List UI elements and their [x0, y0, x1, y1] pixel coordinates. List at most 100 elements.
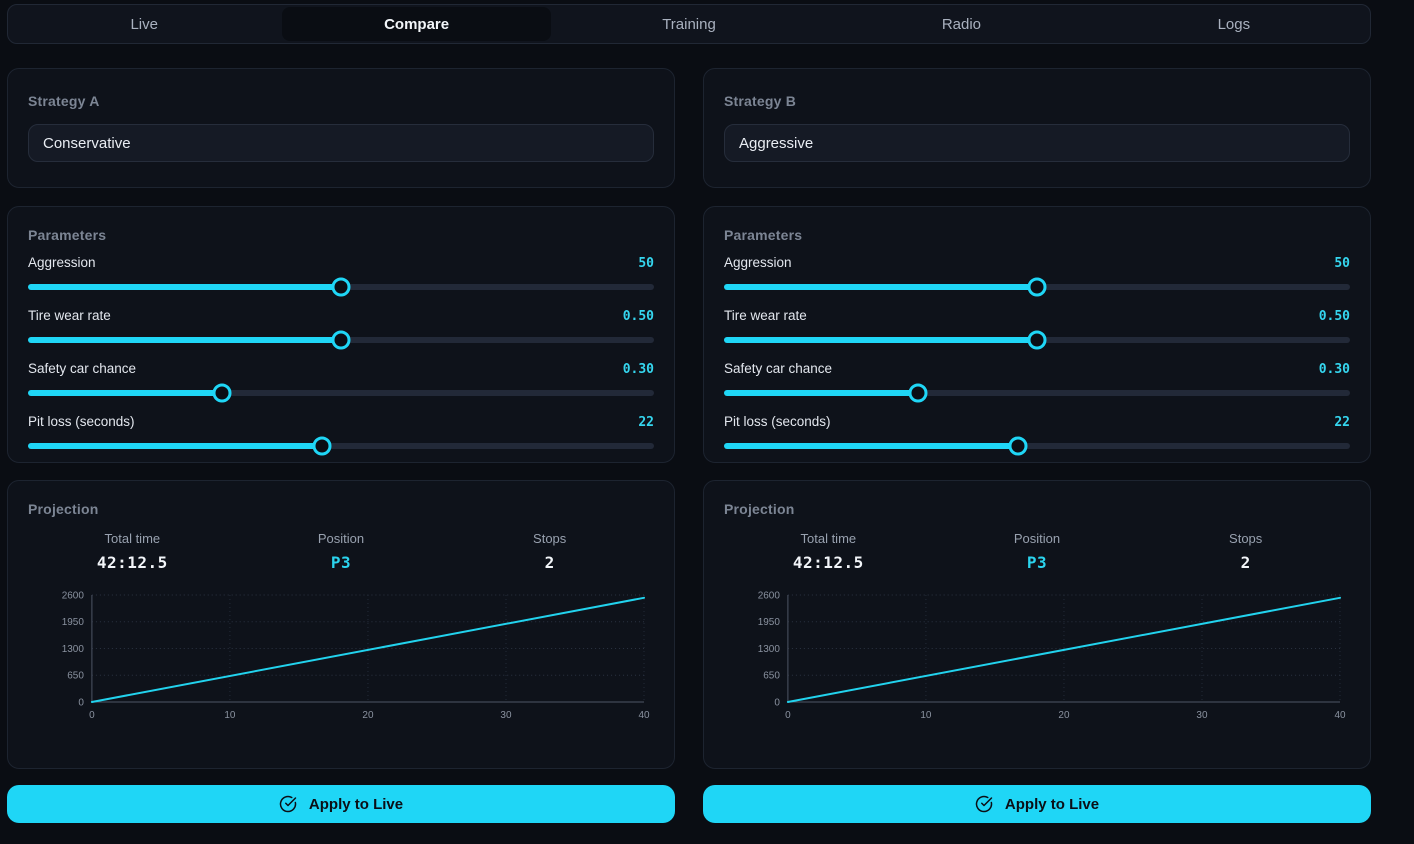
slider-thumb[interactable] — [908, 383, 928, 403]
param-value: 0.30 — [622, 362, 654, 377]
stat-value: 2 — [544, 553, 555, 572]
stat-value: 2 — [1240, 553, 1251, 572]
stat-stops: Stops 2 — [445, 531, 654, 572]
apply-button-label: Apply to Live — [308, 795, 404, 813]
slider-thumb[interactable] — [331, 277, 351, 297]
strategy-columns: Strategy A Parameters Aggression 50 Tire… — [7, 68, 1371, 823]
projection-b-title: Projection — [724, 501, 795, 517]
strategy-b-column: Strategy B Parameters Aggression 50 Tire… — [703, 68, 1371, 823]
safety-car-a-slider[interactable] — [28, 383, 654, 403]
slider-fill — [28, 390, 223, 396]
svg-text:650: 650 — [67, 671, 84, 682]
slider-fill — [724, 284, 1037, 290]
svg-text:650: 650 — [763, 671, 780, 682]
svg-text:1950: 1950 — [62, 617, 85, 628]
stat-value: P3 — [330, 553, 352, 572]
svg-text:10: 10 — [920, 710, 932, 721]
svg-text:30: 30 — [1196, 710, 1208, 721]
slider-fill — [724, 390, 919, 396]
svg-text:2600: 2600 — [62, 590, 85, 601]
strategy-a-name-input[interactable] — [28, 124, 654, 162]
param-a-pit-loss: Pit loss (seconds) 22 — [28, 414, 654, 456]
stat-value: P3 — [1026, 553, 1048, 572]
param-label: Safety car chance — [28, 361, 137, 376]
main-tabbar: Live Compare Training Radio Logs — [7, 4, 1371, 44]
stat-total-time: Total time 42:12.5 — [28, 531, 237, 572]
param-b-pit-loss: Pit loss (seconds) 22 — [724, 414, 1350, 456]
svg-text:0: 0 — [78, 697, 84, 708]
stat-label: Position — [1013, 531, 1061, 546]
param-label: Tire wear rate — [28, 308, 111, 323]
pit-loss-b-slider[interactable] — [724, 436, 1350, 456]
slider-fill — [724, 443, 1019, 449]
tab-live[interactable]: Live — [130, 15, 158, 33]
parameters-b-title: Parameters — [724, 227, 803, 243]
svg-text:40: 40 — [1334, 710, 1346, 721]
parameters-b-card: Parameters Aggression 50 Tire wear rate … — [703, 206, 1371, 463]
stat-value: 42:12.5 — [792, 553, 864, 572]
svg-text:1300: 1300 — [758, 644, 781, 655]
param-value: 50 — [638, 256, 654, 271]
svg-text:1950: 1950 — [758, 617, 781, 628]
svg-text:0: 0 — [785, 710, 791, 721]
tab-radio[interactable]: Radio — [941, 15, 982, 33]
tab-compare[interactable]: Compare — [282, 7, 551, 41]
stat-position: Position P3 — [933, 531, 1142, 572]
slider-fill — [28, 284, 341, 290]
slider-thumb[interactable] — [312, 436, 332, 456]
aggression-b-slider[interactable] — [724, 277, 1350, 297]
tire-wear-b-slider[interactable] — [724, 330, 1350, 350]
slider-thumb[interactable] — [331, 330, 351, 350]
strategy-a-column: Strategy A Parameters Aggression 50 Tire… — [7, 68, 675, 823]
param-b-aggression: Aggression 50 — [724, 255, 1350, 297]
slider-fill — [28, 443, 323, 449]
svg-text:1300: 1300 — [62, 644, 85, 655]
svg-text:10: 10 — [224, 710, 236, 721]
param-value: 0.50 — [622, 309, 654, 324]
svg-text:20: 20 — [362, 710, 374, 721]
check-circle-icon — [279, 795, 297, 813]
param-b-tire-wear: Tire wear rate 0.50 — [724, 308, 1350, 350]
strategy-a-card: Strategy A — [7, 68, 675, 188]
stat-stops: Stops 2 — [1141, 531, 1350, 572]
param-a-tire-wear: Tire wear rate 0.50 — [28, 308, 654, 350]
stat-label: Position — [317, 531, 365, 546]
svg-text:2600: 2600 — [758, 590, 781, 601]
param-value: 50 — [1334, 256, 1350, 271]
param-value: 0.30 — [1318, 362, 1350, 377]
parameters-a-title: Parameters — [28, 227, 107, 243]
projection-a-chart: 0 650 1300 1950 2600 0 10 20 30 40 — [62, 590, 650, 721]
param-value: 22 — [638, 415, 654, 430]
param-label: Safety car chance — [724, 361, 833, 376]
stat-total-time: Total time 42:12.5 — [724, 531, 933, 572]
projection-a-stats: Total time 42:12.5 Position P3 Stops 2 — [28, 531, 654, 572]
apply-to-live-b-button[interactable]: Apply to Live — [703, 785, 1371, 823]
slider-thumb[interactable] — [1027, 277, 1047, 297]
projection-b-stats: Total time 42:12.5 Position P3 Stops 2 — [724, 531, 1350, 572]
svg-text:0: 0 — [774, 697, 780, 708]
tab-training[interactable]: Training — [662, 15, 716, 33]
tire-wear-a-slider[interactable] — [28, 330, 654, 350]
slider-thumb[interactable] — [212, 383, 232, 403]
pit-loss-a-slider[interactable] — [28, 436, 654, 456]
param-value: 0.50 — [1318, 309, 1350, 324]
param-a-safety-car: Safety car chance 0.30 — [28, 361, 654, 403]
aggression-a-slider[interactable] — [28, 277, 654, 297]
check-circle-icon — [975, 795, 993, 813]
stat-position: Position P3 — [237, 531, 446, 572]
param-b-safety-car: Safety car chance 0.30 — [724, 361, 1350, 403]
svg-text:20: 20 — [1058, 710, 1070, 721]
stat-label: Total time — [104, 531, 161, 546]
slider-thumb[interactable] — [1027, 330, 1047, 350]
apply-to-live-a-button[interactable]: Apply to Live — [7, 785, 675, 823]
slider-fill — [28, 337, 341, 343]
safety-car-b-slider[interactable] — [724, 383, 1350, 403]
svg-text:40: 40 — [638, 710, 650, 721]
parameters-a-card: Parameters Aggression 50 Tire wear rate … — [7, 206, 675, 463]
slider-fill — [724, 337, 1037, 343]
stat-label: Stops — [533, 531, 567, 546]
strategy-b-name-input[interactable] — [724, 124, 1350, 162]
stat-label: Stops — [1229, 531, 1263, 546]
slider-thumb[interactable] — [1008, 436, 1028, 456]
tab-logs[interactable]: Logs — [1217, 15, 1251, 33]
